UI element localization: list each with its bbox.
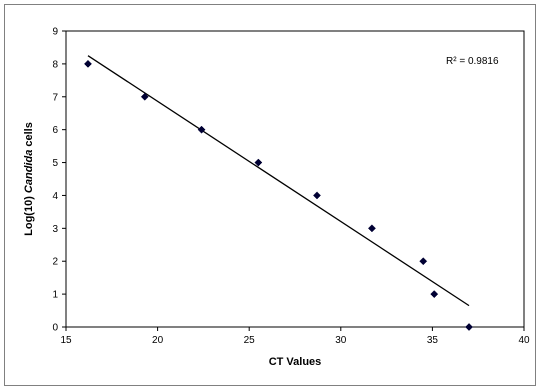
x-tick-label: 15: [60, 335, 72, 346]
data-point: [254, 158, 263, 167]
y-tick-label: 9: [52, 27, 58, 38]
x-axis: 15 20 25 30 35 40: [60, 327, 530, 346]
data-point: [140, 92, 149, 101]
x-tick-label: 40: [518, 335, 530, 346]
y-axis-title-italic: Candida: [23, 150, 35, 193]
data-point: [367, 224, 376, 233]
scatter-chart: 0 1 2 3 4 5 6 7 8 9 15 20 25 30 35 40 R² = 0.9816 CT V…: [23, 27, 530, 369]
y-tick-label: 4: [52, 191, 58, 202]
y-axis-title-suffix: cells: [23, 122, 35, 150]
data-point: [465, 323, 473, 331]
r-squared-annotation: R² = 0.9816: [446, 56, 499, 67]
plot-area: [65, 30, 525, 328]
y-tick-label: 5: [52, 158, 58, 169]
data-point: [84, 59, 92, 68]
data-point: [313, 191, 321, 200]
y-tick-label: 0: [52, 323, 58, 334]
x-tick-label: 35: [427, 335, 439, 346]
x-tick-label: 20: [152, 335, 164, 346]
y-tick-label: 8: [52, 59, 58, 70]
y-axis-title: Log(10) Candida cells: [23, 122, 35, 236]
chart-frame: 0 1 2 3 4 5 6 7 8 9 15 20 25 30 35 40 R² = 0.9816 CT V…: [4, 4, 536, 386]
x-tick-label: 30: [335, 335, 347, 346]
y-axis: 0 1 2 3 4 5 6 7 8 9: [52, 27, 66, 334]
x-axis-title: CT Values: [269, 356, 322, 368]
data-point: [419, 257, 428, 266]
y-tick-label: 1: [52, 290, 58, 301]
y-tick-label: 3: [52, 224, 58, 235]
y-tick-label: 6: [52, 125, 58, 136]
x-tick-label: 25: [244, 335, 256, 346]
data-points: [84, 59, 473, 331]
data-point: [430, 290, 439, 299]
trendline: [87, 55, 470, 307]
y-tick-label: 7: [52, 92, 58, 103]
y-tick-label: 2: [52, 257, 58, 268]
data-point: [197, 125, 206, 134]
y-axis-title-prefix: Log(10): [23, 193, 35, 236]
